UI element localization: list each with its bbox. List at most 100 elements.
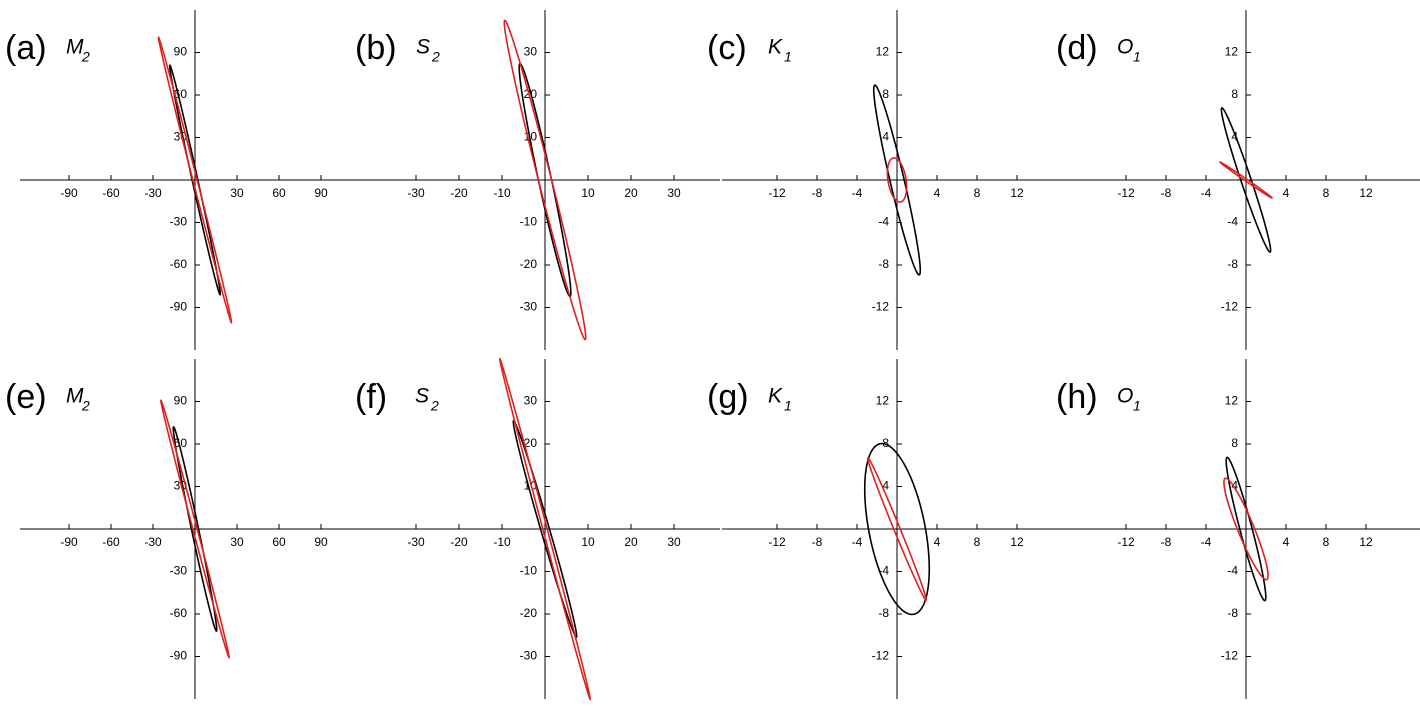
y-tick-label: -20 xyxy=(520,606,538,620)
tidal-ellipse xyxy=(1225,456,1267,602)
x-tick-label: 20 xyxy=(624,535,638,549)
x-tick-label: 90 xyxy=(314,535,328,549)
panel-label: (g) xyxy=(707,378,749,416)
x-tick-label: -4 xyxy=(852,186,863,200)
y-tick-label: 8 xyxy=(1231,87,1238,101)
panel-label: (f) xyxy=(355,378,387,416)
x-tick-label: -12 xyxy=(768,535,786,549)
x-tick-label: -4 xyxy=(1201,535,1212,549)
constituent: K xyxy=(768,36,783,59)
x-tick-label: 30 xyxy=(667,535,681,549)
constituent-subscript: 1 xyxy=(1133,49,1141,65)
constituent-subscript: 1 xyxy=(784,49,792,65)
x-tick-label: -4 xyxy=(852,535,863,549)
x-tick-label: -8 xyxy=(1161,535,1172,549)
x-tick-label: -60 xyxy=(102,535,120,549)
panel: -12 -8 -4 4 8 12 -12 -8 -4 4 8 12 (c) K 1 xyxy=(707,10,1072,350)
x-tick-label: 30 xyxy=(230,535,244,549)
tidal-ellipse xyxy=(160,399,230,659)
x-tick-label: 8 xyxy=(1323,535,1330,549)
y-tick-label: 4 xyxy=(1231,130,1238,144)
panel-label: (a) xyxy=(5,29,47,67)
x-tick-label: 4 xyxy=(1283,186,1290,200)
y-tick-label: -12 xyxy=(872,649,890,663)
y-tick-label: 4 xyxy=(882,130,889,144)
y-tick-label: 12 xyxy=(876,394,890,408)
panel-label: (b) xyxy=(355,29,397,67)
y-tick-label: 4 xyxy=(1231,479,1238,493)
x-tick-label: 8 xyxy=(974,186,981,200)
tidal-ellipse xyxy=(1223,477,1269,581)
x-tick-label: -8 xyxy=(812,186,823,200)
constituent: O xyxy=(1117,385,1133,408)
y-tick-label: -12 xyxy=(872,300,890,314)
y-tick-label: -12 xyxy=(1221,649,1239,663)
y-tick-label: -8 xyxy=(1227,257,1238,271)
tidal-ellipse xyxy=(503,19,587,341)
y-tick-label: -8 xyxy=(1227,606,1238,620)
y-tick-label: -10 xyxy=(520,564,538,578)
x-tick-label: 20 xyxy=(624,186,638,200)
constituent-subscript: 1 xyxy=(784,398,792,414)
x-tick-label: 30 xyxy=(230,186,244,200)
constituent: M xyxy=(66,385,84,408)
x-tick-label: -30 xyxy=(144,535,162,549)
tidal-ellipse xyxy=(1220,107,1272,253)
panel: -12 -8 -4 4 8 12 -12 -8 -4 4 8 12 (g) K 1 xyxy=(707,359,1072,699)
x-tick-label: -4 xyxy=(1201,186,1212,200)
x-tick-label: -90 xyxy=(60,186,78,200)
panel: -12 -8 -4 4 8 12 -12 -8 -4 4 8 12 (h) O 1 xyxy=(1056,359,1420,699)
constituent: S xyxy=(416,36,430,59)
y-tick-label: 12 xyxy=(1225,394,1239,408)
y-tick-label: 8 xyxy=(1231,436,1238,450)
panel-label: (d) xyxy=(1056,29,1098,67)
x-tick-label: 12 xyxy=(1359,186,1373,200)
y-tick-label: 20 xyxy=(524,436,538,450)
x-tick-label: -10 xyxy=(493,186,511,200)
y-tick-label: 8 xyxy=(882,87,889,101)
y-tick-label: -10 xyxy=(520,215,538,229)
constituent-subscript: 2 xyxy=(81,398,90,414)
x-tick-label: 60 xyxy=(272,186,286,200)
y-tick-label: -60 xyxy=(170,606,188,620)
constituent-subscript: 2 xyxy=(81,49,90,65)
x-tick-label: 60 xyxy=(272,535,286,549)
tidal-ellipse xyxy=(863,442,931,616)
tidal-ellipse xyxy=(157,36,233,324)
x-tick-label: -30 xyxy=(407,535,425,549)
y-tick-label: -8 xyxy=(878,257,889,271)
tidal-ellipse xyxy=(866,457,928,601)
x-tick-label: 10 xyxy=(581,535,595,549)
x-tick-label: -8 xyxy=(812,535,823,549)
y-tick-label: -20 xyxy=(520,257,538,271)
constituent-subscript: 2 xyxy=(430,398,439,414)
y-tick-label: -4 xyxy=(878,564,889,578)
x-tick-label: -30 xyxy=(407,186,425,200)
constituent: M xyxy=(66,36,84,59)
y-tick-label: 12 xyxy=(876,45,890,59)
x-tick-label: -8 xyxy=(1161,186,1172,200)
y-tick-label: -90 xyxy=(170,300,188,314)
x-tick-label: 12 xyxy=(1010,186,1024,200)
tidal-ellipse xyxy=(872,84,922,276)
constituent-subscript: 1 xyxy=(1133,398,1141,414)
x-tick-label: -10 xyxy=(493,535,511,549)
x-tick-label: 8 xyxy=(974,535,981,549)
y-tick-label: -30 xyxy=(520,300,538,314)
x-tick-label: -12 xyxy=(1117,186,1135,200)
tidal-ellipse xyxy=(168,64,222,296)
x-tick-label: 4 xyxy=(934,186,941,200)
y-tick-label: -4 xyxy=(878,215,889,229)
x-tick-label: 12 xyxy=(1359,535,1373,549)
y-tick-label: -12 xyxy=(1221,300,1239,314)
tidal-ellipse xyxy=(886,157,908,203)
x-tick-label: -20 xyxy=(450,535,468,549)
x-tick-label: -12 xyxy=(768,186,786,200)
y-tick-label: -60 xyxy=(170,257,188,271)
y-tick-label: -30 xyxy=(170,215,188,229)
x-tick-label: 4 xyxy=(1283,535,1290,549)
